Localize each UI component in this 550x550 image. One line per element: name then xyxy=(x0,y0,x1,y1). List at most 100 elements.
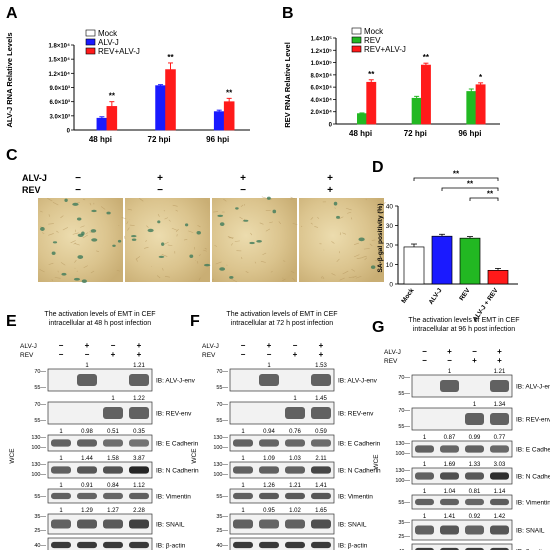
protein-band xyxy=(129,439,149,447)
cell-texture xyxy=(89,231,93,233)
band-quantification: 1.34 xyxy=(494,402,506,408)
y-tick-label: 4.0×10⁴ xyxy=(311,98,333,104)
bar xyxy=(213,111,225,131)
protein-band xyxy=(311,519,331,529)
blot-strip xyxy=(411,440,513,458)
band-quantification: 1 xyxy=(423,489,427,495)
band-quantification: 1.03 xyxy=(289,456,301,462)
y-tick-label: 6.0×10⁴ xyxy=(311,86,333,92)
treatment-sign: − xyxy=(267,350,272,359)
sa-beta-gal-stain xyxy=(40,227,45,231)
blot-title-line2: intracellular at 72 h post infection xyxy=(231,320,333,327)
legend-entry: REV+ALV-J xyxy=(98,47,140,56)
treatment-sign: + xyxy=(137,350,142,359)
sa-beta-gal-stain xyxy=(184,223,189,227)
cell-texture xyxy=(377,209,383,214)
blot-antibody-label: IB: E Cadherin xyxy=(338,441,381,448)
band-quantification: 1.04 xyxy=(444,489,456,495)
blot-title-line1: The activation levels of EMT in CEF xyxy=(226,311,337,318)
cell-texture xyxy=(82,198,86,201)
significance-label: ** xyxy=(467,180,474,189)
mw-marker: 35— xyxy=(216,514,228,520)
treatment-sign: + xyxy=(472,356,477,365)
protein-band xyxy=(259,492,279,500)
protein-band xyxy=(490,525,509,535)
significance-label: ** xyxy=(368,70,375,79)
x-tick-label: 48 hpi xyxy=(349,129,372,138)
band-quantification: 1 xyxy=(241,483,245,489)
cell-texture xyxy=(310,222,313,225)
cell-texture xyxy=(356,257,362,259)
x-tick-label: 48 hpi xyxy=(89,135,112,144)
band-quantification: 1 xyxy=(59,508,63,514)
cell-texture xyxy=(353,242,359,245)
protein-band xyxy=(103,406,123,420)
mw-marker: 100— xyxy=(213,472,228,478)
band-quantification: 1 xyxy=(293,396,297,402)
y-tick-label: 8.0×10⁴ xyxy=(311,73,333,79)
treatment-sign: − xyxy=(75,173,81,184)
protein-band xyxy=(285,439,305,447)
treatment-sign: + xyxy=(85,341,90,350)
protein-band xyxy=(77,541,97,549)
blot-strip xyxy=(229,368,335,392)
blot-strip xyxy=(411,467,513,485)
sa-beta-gal-stain xyxy=(272,209,277,214)
band-quantification: 2.11 xyxy=(315,456,327,462)
mw-marker: 35— xyxy=(398,520,410,526)
treatment-sign: − xyxy=(293,341,298,350)
protein-band xyxy=(285,466,305,474)
protein-band xyxy=(129,519,149,529)
panel-a-ylabel: ALV-J RNA Relative Levels xyxy=(5,32,14,127)
mw-marker: 55— xyxy=(216,385,228,391)
legend-entry: ALV-J xyxy=(98,38,119,47)
sa-beta-gal-stain xyxy=(77,255,84,259)
microscopy-image xyxy=(38,198,123,282)
cell-texture xyxy=(48,262,54,265)
protein-band xyxy=(415,498,434,506)
blot-strip xyxy=(411,374,513,398)
mw-marker: 70— xyxy=(398,408,410,414)
panel-d-ylabel: SA-β-gal positivity (%) xyxy=(377,204,384,273)
cell-texture xyxy=(300,225,303,228)
sa-beta-gal-stain xyxy=(147,228,154,233)
cell-texture xyxy=(89,202,92,206)
band-quantification: 1.29 xyxy=(81,508,93,514)
cell-texture xyxy=(292,223,298,225)
cell-texture xyxy=(168,219,171,222)
band-quantification: 1.65 xyxy=(315,508,327,514)
cell-texture xyxy=(167,244,173,246)
protein-band xyxy=(51,519,71,529)
protein-band xyxy=(440,379,459,393)
cell-texture xyxy=(90,270,95,274)
band-quantification: 1 xyxy=(241,456,245,462)
x-tick-label: ALV-J xyxy=(428,287,444,306)
mw-marker: 55— xyxy=(398,424,410,430)
panel-a: A ALV-J RNA Relative Levels 0 3.0×10³ 6.0×… xyxy=(5,5,250,144)
cell-texture xyxy=(331,241,335,244)
band-quantification: 1 xyxy=(473,402,477,408)
cell-texture xyxy=(339,277,345,281)
cell-texture xyxy=(183,239,188,241)
protein-band xyxy=(490,379,509,393)
mw-marker: 130— xyxy=(213,435,228,441)
protein-band xyxy=(103,541,123,549)
blot-antibody-label: IB: ALV-J-env xyxy=(516,384,550,391)
legend-swatch xyxy=(351,36,362,44)
x-tick-label: 96 hpi xyxy=(458,129,481,138)
cell-texture xyxy=(259,222,264,225)
blot-strip xyxy=(47,434,153,452)
y-tick-label: 20 xyxy=(386,243,394,250)
panel-letter: F xyxy=(190,313,200,330)
blot-antibody-label: IB: N Cadherin xyxy=(156,468,199,475)
cell-texture xyxy=(290,198,296,200)
legend-swatch xyxy=(85,29,96,37)
cell-texture xyxy=(146,225,149,228)
cell-texture xyxy=(85,232,89,235)
cell-texture xyxy=(234,240,240,242)
sa-beta-gal-stain xyxy=(336,215,340,219)
sa-beta-gal-stain xyxy=(161,242,165,246)
cell-texture xyxy=(127,208,133,211)
treatment-sign: − xyxy=(241,350,246,359)
